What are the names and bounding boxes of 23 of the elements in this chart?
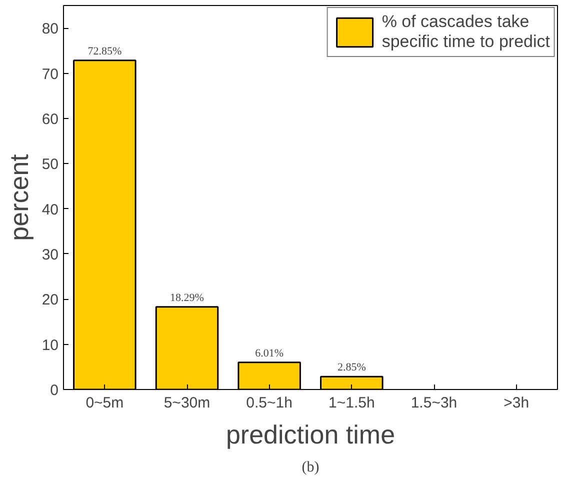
x-tick-label: 0~5m bbox=[86, 394, 124, 412]
x-tick-label: 1.5~3h bbox=[410, 394, 458, 412]
y-tick-label: 0 bbox=[50, 382, 58, 399]
x-axis-title: prediction time bbox=[226, 420, 396, 450]
legend-label: % of cascades take specific time to predict bbox=[382, 12, 550, 52]
y-tick-label: 70 bbox=[42, 66, 59, 83]
x-tick-label: 1~1.5h bbox=[328, 394, 375, 412]
text: 72.85% bbox=[88, 45, 122, 58]
y-tick-label: 10 bbox=[42, 336, 59, 354]
y-tick-label: 20 bbox=[42, 292, 59, 309]
y-tick-label: 40 bbox=[42, 201, 59, 218]
y-axis-title: percent bbox=[4, 153, 34, 241]
y-tick-label: 80 bbox=[42, 20, 59, 38]
x-tick-label: 0.5~1h bbox=[246, 394, 292, 412]
text: 6.01% bbox=[255, 347, 284, 360]
text: 2.85% bbox=[337, 362, 366, 374]
y-tick-label: 60 bbox=[42, 110, 59, 128]
x-tick-label: >3h bbox=[504, 394, 530, 412]
text: 18.29% bbox=[170, 292, 204, 304]
y-tick-label: 30 bbox=[42, 246, 59, 264]
y-tick-label: 50 bbox=[42, 156, 59, 174]
x-tick-label: 5~30m bbox=[164, 394, 210, 412]
text: (b) bbox=[302, 460, 320, 476]
